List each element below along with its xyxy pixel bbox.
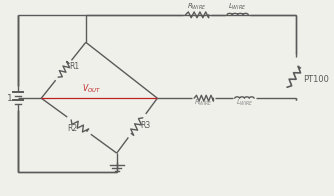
Text: $L_{WIRE}$: $L_{WIRE}$ <box>235 98 253 108</box>
Text: PT100: PT100 <box>303 75 329 84</box>
Text: R2: R2 <box>67 123 77 132</box>
Text: $V_{OUT}$: $V_{OUT}$ <box>82 82 101 95</box>
Text: 1: 1 <box>7 94 12 103</box>
Text: R1: R1 <box>69 62 79 71</box>
Text: $L_{WIRE}$: $L_{WIRE}$ <box>228 2 247 12</box>
Text: $R_{WIRE}$: $R_{WIRE}$ <box>187 2 207 12</box>
Text: R3: R3 <box>140 121 150 130</box>
Text: $R_{WIRE}$: $R_{WIRE}$ <box>194 98 213 108</box>
